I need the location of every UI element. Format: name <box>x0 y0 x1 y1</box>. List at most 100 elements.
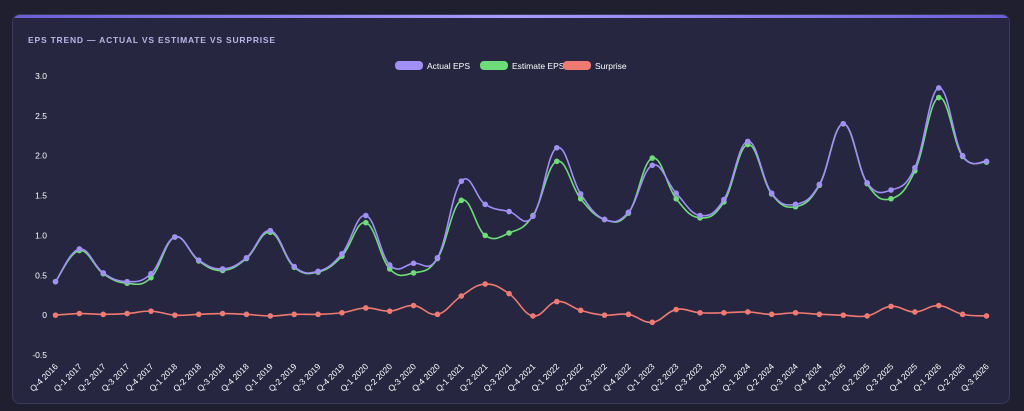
surprise-point <box>76 310 83 317</box>
actual-eps-point <box>339 250 345 257</box>
actual-eps-point <box>148 270 154 277</box>
actual-eps-point <box>172 234 178 240</box>
surprise-point <box>530 313 536 319</box>
surprise-point <box>625 311 632 318</box>
actual-eps-point <box>315 268 321 275</box>
estimate-eps-point <box>673 195 679 202</box>
actual-eps-point <box>983 158 990 165</box>
surprise-point <box>959 311 966 318</box>
actual-eps-point <box>100 270 107 276</box>
surprise-point <box>983 313 990 319</box>
surprise-point <box>601 312 608 318</box>
actual-eps-point <box>864 180 870 186</box>
y-tick-label: 0 <box>42 310 47 320</box>
estimate-eps-point <box>888 195 894 202</box>
actual-eps-point <box>434 254 441 261</box>
surprise-point <box>792 309 799 316</box>
actual-eps-point <box>195 257 202 263</box>
estimate-eps-point <box>148 274 154 281</box>
surprise-point <box>888 303 894 310</box>
surprise-point <box>840 312 847 318</box>
surprise-point <box>267 313 274 319</box>
surprise-point <box>912 309 918 315</box>
actual-eps-point <box>816 181 823 188</box>
surprise-point <box>172 312 178 318</box>
y-tick-label: 2.5 <box>35 111 47 121</box>
surprise-point <box>363 305 369 311</box>
surprise-point <box>386 308 393 314</box>
actual-eps-point <box>649 162 656 169</box>
surprise-point <box>52 312 59 318</box>
actual-eps-legend-swatch <box>395 61 423 70</box>
actual-eps-point <box>912 164 918 171</box>
actual-eps-point <box>386 262 393 268</box>
surprise-point <box>935 302 942 309</box>
surprise-point <box>697 309 703 316</box>
surprise-line <box>55 283 987 324</box>
estimate-eps-point <box>363 219 369 226</box>
y-tick-label: 3.0 <box>35 71 47 81</box>
actual-eps-point <box>243 254 250 261</box>
y-tick-label: 1.0 <box>35 230 47 240</box>
actual-eps-line <box>54 87 987 283</box>
surprise-point <box>339 309 345 316</box>
actual-eps-point <box>625 209 632 216</box>
actual-eps-legend-label: Actual EPS <box>427 61 470 71</box>
actual-eps-point <box>291 263 298 270</box>
actual-eps-point <box>768 190 775 196</box>
y-tick-label: 0.5 <box>35 270 47 280</box>
actual-eps-point <box>959 152 966 159</box>
actual-eps-point <box>482 201 488 208</box>
actual-eps-point <box>506 208 512 215</box>
surprise-point <box>291 311 298 318</box>
surprise-point <box>458 293 465 299</box>
surprise-point <box>315 311 321 318</box>
actual-eps-point <box>219 266 226 272</box>
actual-eps-point <box>554 144 560 151</box>
surprise-point <box>864 313 870 319</box>
surprise-legend-swatch <box>563 61 591 70</box>
surprise-point <box>744 309 751 315</box>
surprise-point <box>554 298 560 305</box>
surprise-point <box>482 281 488 287</box>
y-tick-label: -0.5 <box>32 350 47 360</box>
actual-eps-point <box>601 216 608 223</box>
surprise-point <box>673 306 679 313</box>
surprise-point <box>148 308 154 314</box>
surprise-point <box>577 307 584 314</box>
actual-eps-point <box>52 278 59 285</box>
estimate-eps-point <box>482 232 488 239</box>
actual-eps-point <box>577 191 584 197</box>
actual-eps-point <box>530 213 536 220</box>
surprise-point <box>195 311 202 318</box>
actual-eps-point <box>888 187 894 193</box>
surprise-point <box>434 311 441 318</box>
estimate-eps-legend-swatch <box>480 61 508 70</box>
surprise-point <box>768 311 775 318</box>
estimate-eps-point <box>554 158 560 165</box>
actual-eps-point <box>124 278 130 285</box>
surprise-point <box>649 319 656 326</box>
estimate-eps-point <box>935 94 942 101</box>
actual-eps-point <box>410 260 417 267</box>
y-tick-label: 2.0 <box>35 151 47 161</box>
surprise-point <box>721 309 727 316</box>
estimate-eps-legend-label: Estimate EPS <box>512 61 565 71</box>
estimate-eps-point <box>458 197 465 204</box>
actual-eps-point <box>267 227 274 234</box>
surprise-point <box>816 311 823 318</box>
estimate-eps-point <box>649 155 656 161</box>
estimate-eps-point <box>386 266 393 272</box>
surprise-point <box>219 310 226 317</box>
actual-eps-point <box>363 212 369 219</box>
surprise-point <box>100 311 107 318</box>
surprise-point <box>506 290 512 297</box>
panel-accent-line <box>13 15 1009 18</box>
actual-eps-point <box>673 190 679 196</box>
chart-panel: EPS TREND — ACTUAL VS ESTIMATE VS SURPRI… <box>12 14 1010 404</box>
surprise-point <box>124 310 130 317</box>
surprise-point <box>410 302 417 309</box>
actual-eps-point <box>840 121 847 127</box>
actual-eps-point <box>792 201 799 208</box>
